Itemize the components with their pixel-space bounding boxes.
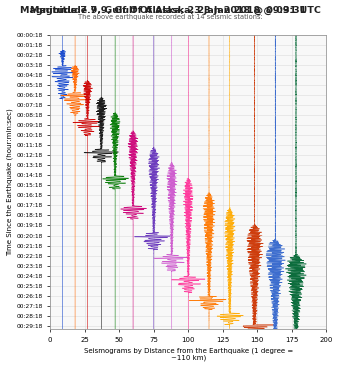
Y-axis label: Time Since the Earthquake (hour:min:sec): Time Since the Earthquake (hour:min:sec): [7, 108, 14, 256]
Text: The above earthquake recorded at 14 seismic stations:: The above earthquake recorded at 14 seis…: [78, 14, 262, 20]
X-axis label: Seismograms by Distance from the Earthquake (1 degree =
~110 km): Seismograms by Distance from the Earthqu…: [84, 347, 293, 361]
Text: Magnitude 7.9, Gulf Of Alaska, 23 Jan 2018 @ 09:31 UTC: Magnitude 7.9, Gulf Of Alaska, 23 Jan 20…: [20, 6, 320, 15]
Text: Magnitude 7.9, Gulf Of Alaska, 23 Jan 2018 @ 09:31: Magnitude 7.9, Gulf Of Alaska, 23 Jan 20…: [30, 6, 310, 15]
